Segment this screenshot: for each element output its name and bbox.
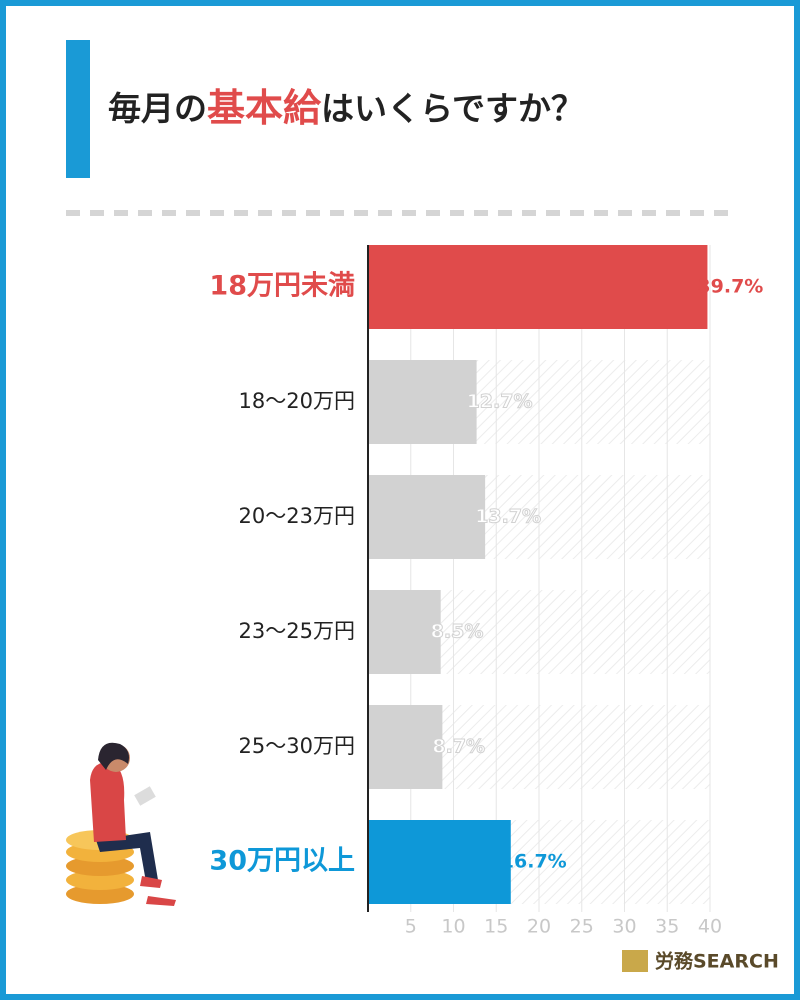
value-label: 13.7% xyxy=(475,506,541,528)
logo-text: 労務SEARCH xyxy=(655,950,779,973)
category-label: 18万円未満 xyxy=(209,271,355,302)
title-highlight: 基本給 xyxy=(207,86,322,130)
title-accent xyxy=(66,40,90,178)
category-label: 23〜25万円 xyxy=(239,619,355,643)
logo-icon xyxy=(622,950,648,972)
x-tick-label: 25 xyxy=(570,916,594,938)
title-part: 毎月の xyxy=(108,89,207,128)
x-tick-label: 40 xyxy=(698,916,722,938)
x-tick-label: 35 xyxy=(655,916,679,938)
value-label: 16.7% xyxy=(501,851,567,873)
bar xyxy=(368,475,486,559)
bar xyxy=(368,360,477,444)
illustration xyxy=(66,742,176,906)
bar xyxy=(368,245,708,329)
x-tick-label: 15 xyxy=(484,916,508,938)
value-label: 8.5% xyxy=(431,621,484,643)
bar xyxy=(368,705,443,789)
value-label: 39.7% xyxy=(697,276,763,298)
category-label: 25〜30万円 xyxy=(239,734,355,758)
title-part: はいくらですか？ xyxy=(321,89,584,128)
x-tick-label: 10 xyxy=(441,916,465,938)
category-label: 18〜20万円 xyxy=(239,389,355,413)
bar xyxy=(368,820,511,904)
title: 毎月の基本給はいくらですか？ xyxy=(108,86,584,130)
category-label: 30万円以上 xyxy=(209,846,355,877)
bar xyxy=(368,590,441,674)
logo: 労務SEARCH xyxy=(622,950,779,973)
value-label: 8.7% xyxy=(432,736,485,758)
value-label: 12.7% xyxy=(467,391,533,413)
category-label: 20〜23万円 xyxy=(239,504,355,528)
plot: 5 10 15 20 25 30 35 40 18万円未満 39.7% 18〜20万円 12.7% 20… xyxy=(209,245,763,938)
x-tick-label: 30 xyxy=(612,916,636,938)
x-tick-label: 20 xyxy=(527,916,551,938)
x-tick-label: 5 xyxy=(405,916,417,938)
